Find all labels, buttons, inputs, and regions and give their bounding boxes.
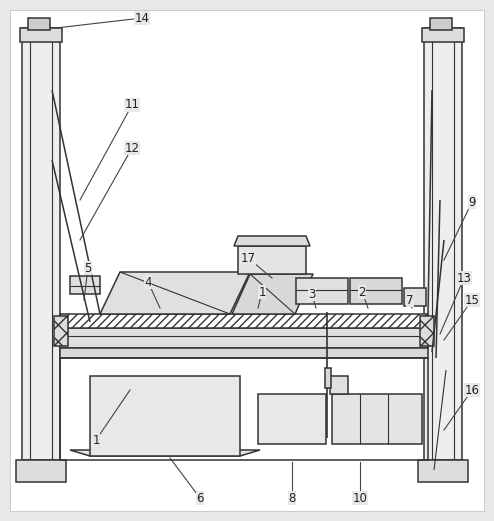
Text: 2: 2 bbox=[358, 286, 366, 299]
Text: 11: 11 bbox=[124, 98, 139, 111]
Text: 16: 16 bbox=[464, 383, 480, 396]
Text: 4: 4 bbox=[144, 276, 152, 289]
Text: 10: 10 bbox=[353, 491, 368, 504]
Bar bbox=[60, 358, 428, 460]
Bar bbox=[22, 28, 60, 460]
Text: 14: 14 bbox=[134, 11, 150, 24]
Bar bbox=[418, 460, 468, 482]
Polygon shape bbox=[70, 450, 260, 456]
Bar bbox=[422, 28, 464, 42]
Text: 6: 6 bbox=[196, 491, 204, 504]
Bar bbox=[16, 460, 66, 482]
Bar bbox=[350, 278, 402, 304]
Text: 17: 17 bbox=[241, 252, 255, 265]
Bar bbox=[238, 246, 306, 274]
Bar bbox=[60, 314, 428, 328]
Polygon shape bbox=[232, 274, 313, 314]
Bar bbox=[430, 18, 452, 30]
Bar bbox=[60, 328, 428, 348]
Polygon shape bbox=[234, 236, 310, 246]
Text: 1: 1 bbox=[92, 433, 100, 446]
Text: 15: 15 bbox=[464, 293, 480, 306]
Bar bbox=[296, 278, 348, 304]
Bar bbox=[258, 394, 326, 444]
Bar bbox=[90, 376, 240, 456]
Text: 5: 5 bbox=[84, 262, 92, 275]
Text: 3: 3 bbox=[308, 288, 316, 301]
Bar bbox=[325, 368, 331, 388]
Text: 12: 12 bbox=[124, 142, 139, 155]
Bar bbox=[404, 288, 426, 306]
Bar bbox=[20, 28, 62, 42]
Bar bbox=[332, 394, 422, 444]
Bar bbox=[54, 316, 68, 346]
Text: 1: 1 bbox=[258, 286, 266, 299]
Text: 13: 13 bbox=[456, 271, 471, 284]
Text: 7: 7 bbox=[406, 293, 414, 306]
Bar bbox=[424, 28, 462, 460]
Bar bbox=[70, 276, 100, 294]
Bar bbox=[330, 376, 348, 394]
Polygon shape bbox=[100, 272, 250, 314]
Text: 9: 9 bbox=[468, 195, 476, 208]
Text: 8: 8 bbox=[288, 491, 296, 504]
Bar bbox=[60, 348, 428, 358]
Bar bbox=[28, 18, 50, 30]
Bar bbox=[420, 316, 434, 346]
